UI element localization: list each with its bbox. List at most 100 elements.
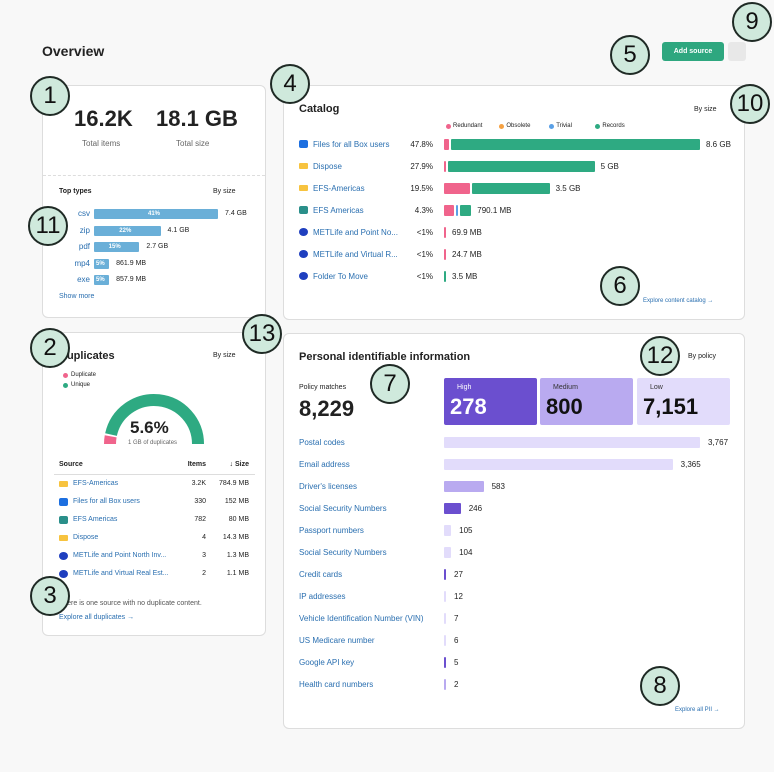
source-name[interactable]: Dispose (73, 534, 99, 541)
type-bar (94, 225, 161, 236)
source-name[interactable]: Files for all Box users (73, 498, 140, 505)
catalog-bar-segment (444, 205, 455, 216)
catalog-bar-segment (451, 139, 700, 150)
pii-name[interactable]: Email address (299, 460, 350, 469)
add-source-label[interactable]: Add source (673, 48, 713, 55)
table-rule (54, 474, 255, 475)
column-header: Items (187, 461, 206, 468)
catalog-link[interactable]: Explore content catalog → (643, 298, 714, 304)
source-icon (59, 570, 68, 578)
pii-name[interactable]: Credit cards (299, 570, 343, 579)
pii-name[interactable]: Social Security Numbers (299, 548, 387, 557)
source-size: 14.3 MB (222, 534, 249, 541)
catalog-bar-segment (460, 205, 472, 216)
severity-card (637, 378, 730, 425)
pii-name[interactable]: Postal codes (299, 438, 345, 447)
callout-marker: 13 (242, 314, 282, 354)
catalog-sort[interactable]: By size (694, 106, 717, 113)
source-pct: <1% (416, 250, 433, 259)
source-size: 8.6 GB (706, 140, 731, 149)
source-name[interactable]: Dispose (313, 162, 342, 171)
source-name[interactable]: EFS Americas (73, 516, 118, 523)
legend-dot (549, 124, 555, 129)
type-share: 22% (119, 227, 132, 234)
legend-dot (63, 373, 68, 378)
callout-marker: 8 (640, 666, 680, 706)
source-icon (299, 163, 308, 169)
total-items: 16.2K (74, 106, 133, 131)
pii-count: 7 (454, 614, 459, 623)
pii-link[interactable]: Explore all PII → (675, 707, 720, 713)
add-source-button[interactable]: Add source (662, 42, 724, 61)
callout-marker: 11 (28, 206, 68, 246)
source-size: 24.7 MB (452, 250, 482, 259)
catalog-bar-segment (471, 183, 550, 194)
pii-bar (444, 503, 461, 514)
source-name[interactable]: METLife and Virtual R... (313, 250, 398, 259)
catalog-panel (283, 85, 745, 320)
matches-label: Policy matches (299, 384, 347, 391)
source-name[interactable]: METLife and Point North Inv... (73, 552, 167, 559)
pii-count: 105 (459, 526, 473, 535)
type-size: 2.7 GB (146, 243, 169, 250)
source-size: 790.1 MB (477, 206, 512, 215)
sort-select[interactable]: By size (213, 188, 236, 195)
type-bar (94, 275, 110, 285)
pii-bar (444, 657, 446, 668)
pii-bar (444, 569, 446, 580)
catalog-bar-segment (444, 161, 446, 172)
show-more[interactable]: Show more (59, 293, 95, 300)
source-size: 1.1 MB (226, 570, 249, 577)
source-name[interactable]: Files for all Box users (313, 140, 390, 149)
pii-name[interactable]: Vehicle Identification Number (VIN) (299, 614, 424, 623)
legend-dot (499, 124, 505, 129)
source-pct: 47.8% (410, 140, 433, 149)
pii-name[interactable]: Health card numbers (299, 680, 374, 689)
pii-bar (444, 459, 673, 470)
source-items: 2 (202, 570, 206, 577)
pii-sort[interactable]: By policy (688, 353, 717, 360)
pii-bar (444, 613, 446, 624)
pii-count: 27 (454, 570, 463, 579)
source-size: 3.5 MB (452, 272, 478, 281)
pii-bar (444, 635, 446, 646)
source-name[interactable]: METLife and Point No... (313, 228, 398, 237)
duplicates-link[interactable]: Explore all duplicates → (59, 614, 135, 621)
source-name[interactable]: EFS Americas (313, 206, 364, 215)
type-name: mp4 (74, 258, 90, 268)
type-name: pdf (78, 242, 90, 251)
type-bar (94, 242, 140, 252)
catalog-bar-segment (444, 271, 446, 282)
source-name[interactable]: Folder To Move (313, 272, 368, 281)
source-size: 3.5 GB (555, 184, 581, 193)
pii-name[interactable]: US Medicare number (299, 636, 375, 645)
type-size: 4.1 GB (167, 226, 190, 234)
source-icon (59, 498, 68, 506)
duplicates-sort[interactable]: By size (213, 352, 236, 359)
callout-marker: 1 (30, 76, 70, 116)
pii-name[interactable]: IP addresses (299, 592, 346, 601)
pii-name[interactable]: Social Security Numbers (299, 504, 387, 513)
pii-name[interactable]: Passport numbers (299, 526, 364, 535)
source-icon (59, 552, 68, 560)
source-icon (59, 481, 68, 487)
pii-name[interactable]: Google API key (299, 658, 355, 667)
catalog-bar-segment (444, 139, 450, 150)
source-size: 69.9 MB (452, 228, 482, 237)
source-size: 80 MB (228, 516, 249, 523)
source-items: 4 (202, 534, 206, 541)
type-share: 15% (108, 244, 121, 250)
source-name[interactable]: EFS-Americas (313, 184, 365, 193)
type-size: 7.4 GB (225, 210, 247, 217)
filter-button[interactable] (728, 42, 746, 61)
pii-count: 583 (491, 482, 505, 491)
type-name: csv (78, 209, 90, 218)
source-name[interactable]: METLife and Virtual Real Est... (73, 570, 169, 577)
source-size: 784.9 MB (219, 480, 249, 487)
pii-name[interactable]: Driver's licenses (299, 482, 357, 491)
source-name[interactable]: EFS-Americas (73, 480, 119, 487)
type-name: zip (79, 225, 90, 235)
source-pct: <1% (416, 228, 433, 237)
summary-panel (42, 85, 266, 318)
legend-label: Redundant (453, 123, 483, 129)
